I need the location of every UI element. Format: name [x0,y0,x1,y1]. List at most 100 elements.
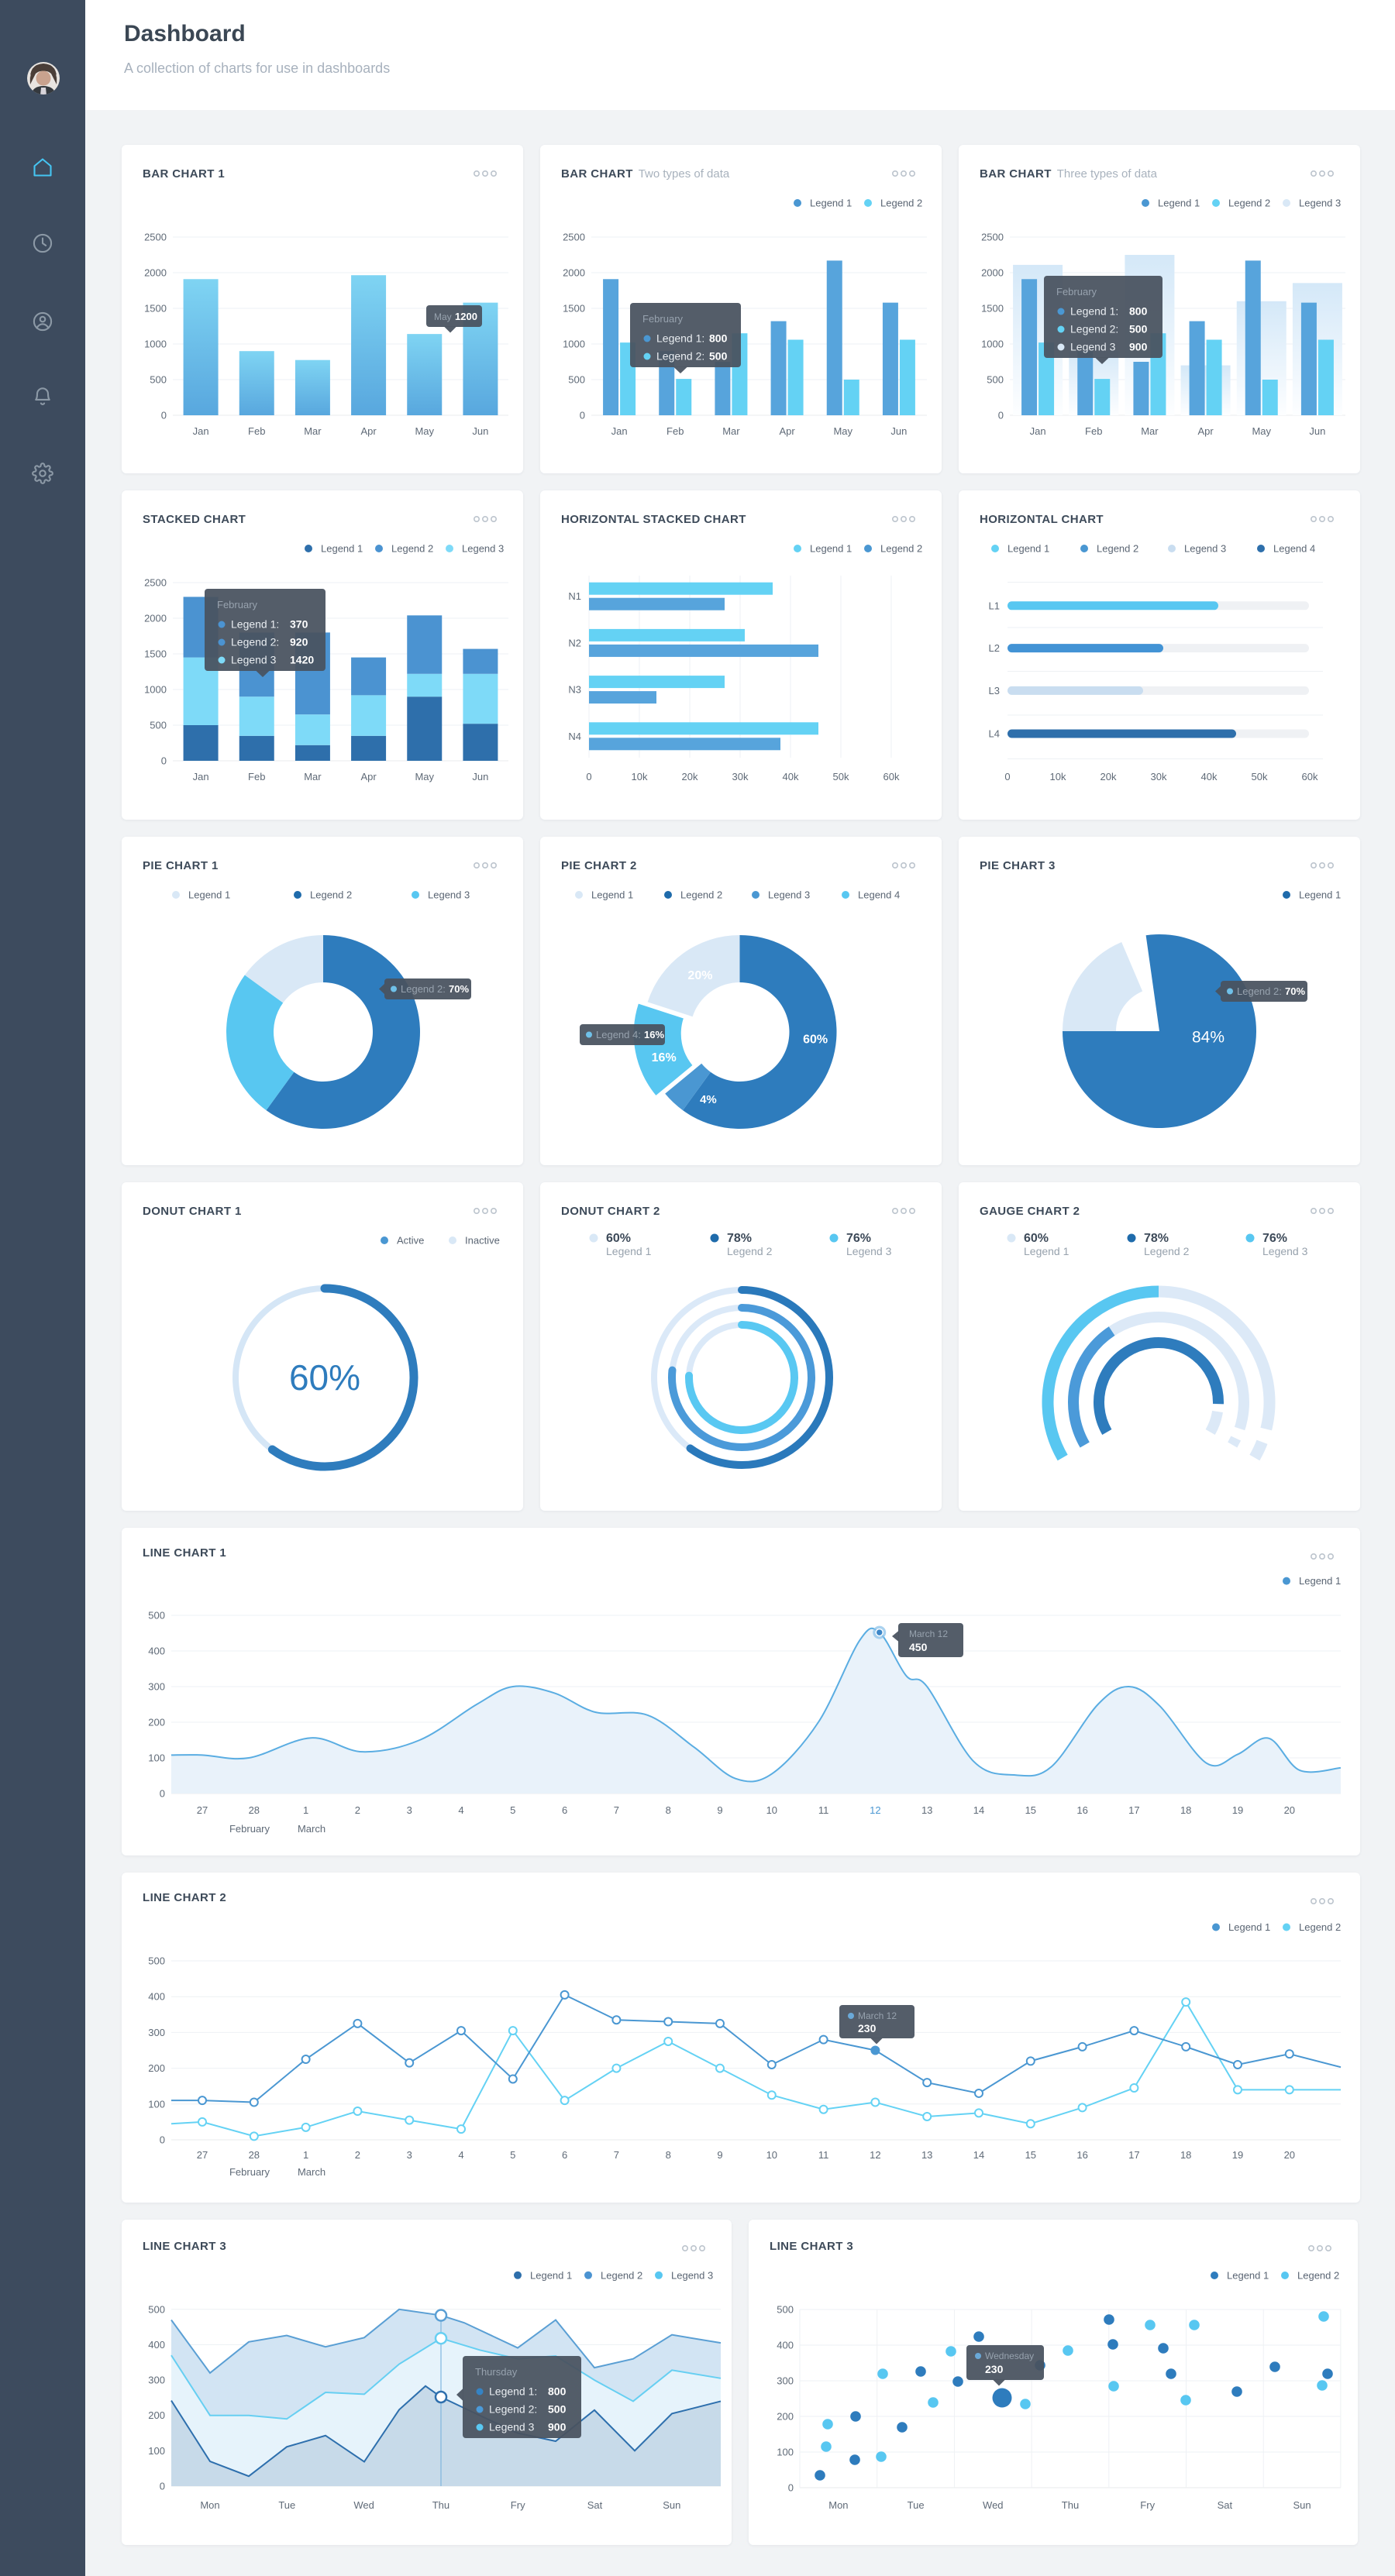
svg-text:Thu: Thu [432,2499,450,2511]
svg-text:Jun: Jun [472,771,488,782]
svg-text:2000: 2000 [981,267,1004,279]
svg-text:16%: 16% [644,1029,664,1040]
svg-text:Legend 2:: Legend 2: [401,983,446,995]
svg-text:15: 15 [1025,1804,1036,1816]
svg-text:Wed: Wed [983,2499,1004,2511]
svg-text:Legend 1:: Legend 1: [489,2385,537,2398]
svg-text:N4: N4 [568,731,581,742]
svg-text:500: 500 [1129,323,1148,335]
svg-text:500: 500 [148,2303,165,2315]
svg-text:28: 28 [249,1804,260,1816]
svg-text:Legend 2: Legend 2 [1228,198,1270,209]
svg-text:16%: 16% [652,1051,677,1064]
svg-text:13: 13 [921,2149,932,2161]
svg-text:Legend 2: Legend 2 [1297,2270,1339,2282]
svg-text:200: 200 [148,1717,165,1728]
svg-text:February: February [217,599,258,610]
svg-text:Legend 2: Legend 2 [880,543,922,555]
svg-text:76%: 76% [1262,1232,1287,1245]
svg-text:Legend 1: Legend 1 [810,543,852,555]
svg-text:Feb: Feb [1085,425,1102,437]
svg-text:BAR CHART 1: BAR CHART 1 [143,167,225,181]
svg-text:Apr: Apr [779,425,795,437]
svg-text:Jun: Jun [472,425,488,437]
svg-text:78%: 78% [1144,1232,1169,1245]
svg-text:Legend 2: Legend 2 [310,889,352,901]
svg-text:Legend 2: Legend 2 [1299,1921,1341,1933]
svg-text:300: 300 [148,1681,165,1693]
svg-text:500: 500 [548,2403,567,2416]
svg-text:2: 2 [355,2149,360,2161]
svg-text:18: 18 [1180,2149,1191,2161]
svg-text:1000: 1000 [144,684,167,696]
svg-text:BAR CHART: BAR CHART [980,167,1052,181]
svg-text:Apr: Apr [360,771,377,782]
svg-text:Tue: Tue [278,2499,295,2511]
svg-text:Jun: Jun [890,425,907,437]
svg-text:Legend 3: Legend 3 [1070,341,1116,353]
svg-text:May: May [415,771,434,782]
svg-text:100: 100 [148,1752,165,1764]
svg-text:900: 900 [1129,341,1148,353]
svg-text:60k: 60k [884,771,900,782]
svg-text:May: May [434,311,452,322]
svg-text:40k: 40k [1201,771,1218,782]
svg-text:Legend 3: Legend 3 [231,654,277,666]
svg-text:1: 1 [303,1804,308,1816]
svg-text:300: 300 [148,2027,165,2038]
svg-text:200: 200 [777,2411,794,2423]
svg-text:Legend 4: Legend 4 [858,889,900,901]
svg-text:Legend 1: Legend 1 [188,889,230,901]
svg-text:Wednesday: Wednesday [985,2351,1034,2361]
svg-text:500: 500 [148,1610,165,1622]
svg-text:50k: 50k [833,771,849,782]
svg-text:13: 13 [921,1804,932,1816]
svg-text:Legend 3: Legend 3 [1299,198,1341,209]
svg-text:11: 11 [818,1804,829,1816]
svg-text:30k: 30k [1151,771,1167,782]
svg-text:Legend 3: Legend 3 [846,1245,892,1257]
svg-text:20: 20 [1284,2149,1295,2161]
svg-text:10k: 10k [1050,771,1066,782]
svg-text:Legend 4: Legend 4 [1273,543,1315,555]
svg-text:8: 8 [666,1804,671,1816]
svg-text:10: 10 [766,2149,777,2161]
svg-text:100: 100 [777,2447,794,2458]
svg-text:2: 2 [355,1804,360,1816]
svg-text:50k: 50k [1252,771,1268,782]
svg-text:60k: 60k [1302,771,1318,782]
svg-text:Legend 1:: Legend 1: [656,332,704,345]
svg-text:Legend 3: Legend 3 [428,889,470,901]
svg-text:17: 17 [1128,1804,1139,1816]
svg-text:8: 8 [666,2149,671,2161]
svg-text:450: 450 [909,1641,928,1653]
svg-text:Legend 2: Legend 2 [680,889,722,901]
svg-text:800: 800 [709,332,728,345]
svg-text:2500: 2500 [563,232,585,243]
svg-text:N2: N2 [568,637,581,648]
svg-text:May: May [1252,425,1271,437]
svg-text:19: 19 [1232,1804,1243,1816]
svg-text:Legend 1: Legend 1 [1227,2270,1269,2282]
svg-text:20k: 20k [1100,771,1117,782]
svg-text:0: 0 [788,2482,794,2494]
svg-text:14: 14 [973,2149,984,2161]
svg-text:Legend 1: Legend 1 [1228,1921,1270,1933]
svg-text:2500: 2500 [144,232,167,243]
svg-text:16: 16 [1076,2149,1087,2161]
svg-text:DONUT CHART 2: DONUT CHART 2 [561,1205,660,1218]
svg-text:Legend 3: Legend 3 [768,889,810,901]
svg-text:1500: 1500 [144,648,167,660]
svg-text:Sat: Sat [1218,2499,1233,2511]
svg-text:Legend 1: Legend 1 [1299,889,1341,901]
svg-text:0: 0 [580,410,585,421]
svg-text:1000: 1000 [144,339,167,350]
svg-text:7: 7 [614,2149,619,2161]
svg-text:1500: 1500 [981,303,1004,315]
svg-text:0: 0 [1004,771,1010,782]
svg-text:230: 230 [858,2022,877,2034]
svg-text:May: May [833,425,852,437]
svg-text:17: 17 [1128,2149,1139,2161]
svg-text:0: 0 [161,410,167,421]
svg-text:Legend 1: Legend 1 [606,1245,652,1257]
